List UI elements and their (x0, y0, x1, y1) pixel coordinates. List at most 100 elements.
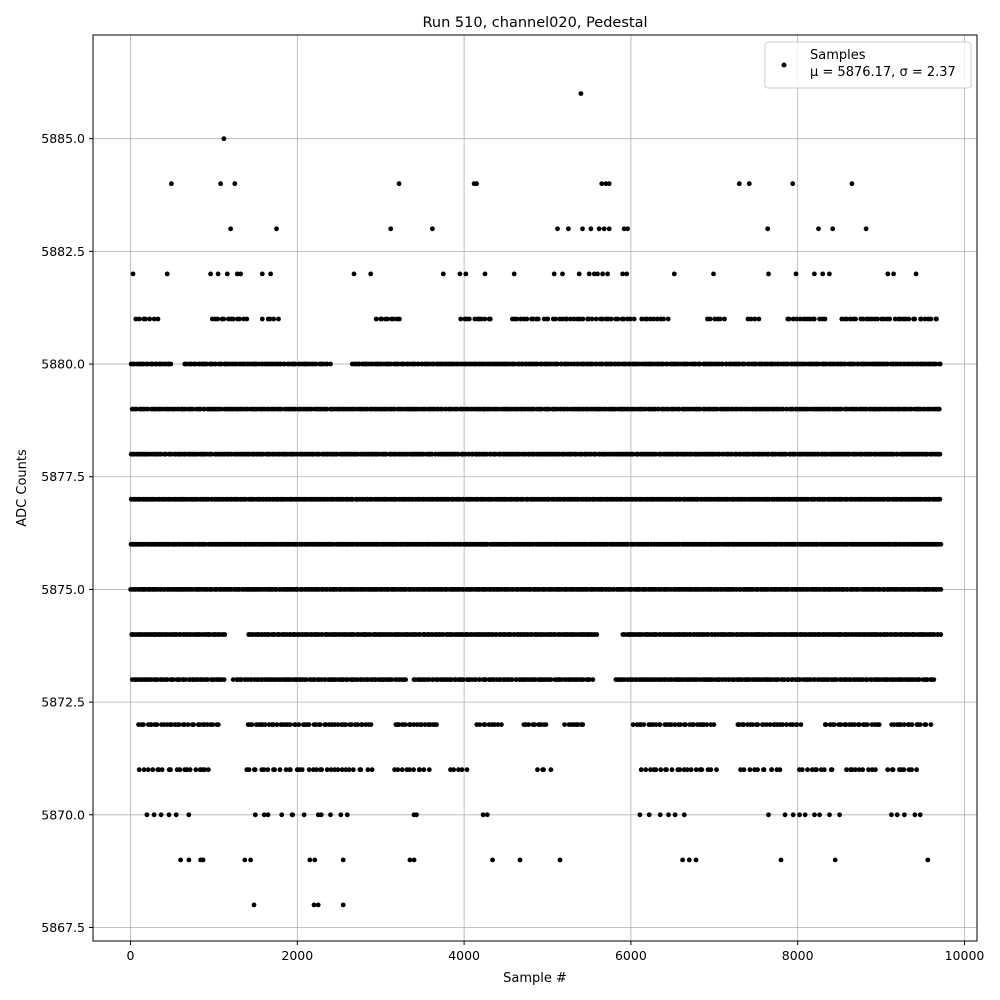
data-point (784, 722, 789, 727)
data-point (402, 722, 408, 727)
data-point (293, 361, 298, 367)
data-point (812, 271, 817, 277)
data-point (166, 812, 172, 818)
data-point (201, 406, 207, 412)
data-point (186, 812, 192, 818)
data-point (535, 767, 540, 773)
data-point (816, 226, 821, 232)
data-point (136, 316, 142, 322)
data-point (346, 767, 352, 773)
data-point (615, 316, 621, 322)
data-point (154, 722, 160, 727)
data-point (705, 632, 711, 637)
data-point (221, 136, 227, 142)
data-point (466, 316, 472, 322)
data-point (164, 271, 170, 277)
data-point (761, 767, 767, 773)
data-point (912, 812, 918, 818)
legend-series-stats: μ = 5876.17, σ = 2.37 (810, 65, 956, 80)
data-point (681, 812, 687, 818)
data-point (213, 361, 218, 367)
data-point (290, 812, 296, 818)
data-point (812, 812, 817, 818)
data-point (403, 677, 408, 682)
data-point (426, 677, 432, 682)
data-point (251, 902, 257, 908)
data-point (557, 857, 563, 863)
data-point (169, 722, 174, 727)
data-point (568, 316, 573, 322)
data-point (338, 812, 344, 818)
data-point (755, 767, 760, 773)
data-point (937, 361, 943, 367)
data-point (643, 767, 649, 773)
data-point (686, 857, 692, 863)
data-point (317, 722, 323, 727)
data-point (784, 406, 789, 412)
data-point (332, 767, 338, 773)
data-point (555, 361, 560, 367)
data-point (478, 316, 484, 322)
data-point (265, 767, 271, 773)
data-point (448, 677, 454, 682)
data-point (136, 767, 142, 773)
data-point (843, 722, 849, 727)
data-point (358, 767, 364, 773)
data-point (697, 406, 703, 412)
data-point (249, 722, 255, 727)
data-point (407, 857, 413, 863)
data-point (350, 767, 356, 773)
data-point (741, 767, 747, 773)
y-tick-label: 5872.5 (41, 695, 85, 710)
data-point (909, 722, 915, 727)
data-point (397, 316, 402, 322)
data-point (464, 767, 470, 773)
data-point (385, 316, 390, 322)
data-point (566, 226, 571, 232)
data-point (767, 722, 773, 727)
data-point (802, 812, 808, 818)
data-point (676, 406, 682, 412)
data-point (782, 677, 787, 682)
data-point (605, 271, 610, 277)
data-point (159, 767, 165, 773)
data-point (812, 677, 817, 682)
data-point (560, 271, 565, 277)
data-point (580, 316, 586, 322)
data-point (246, 767, 252, 773)
data-point (752, 316, 758, 322)
data-point (823, 722, 829, 727)
data-point (518, 316, 524, 322)
data-point (625, 226, 630, 232)
data-point (600, 271, 605, 277)
data-point (885, 271, 891, 277)
data-point (844, 316, 849, 322)
data-point (937, 496, 943, 502)
data-point (268, 271, 273, 277)
data-point (844, 767, 849, 773)
data-point (936, 406, 942, 412)
data-point (756, 316, 762, 322)
data-point (876, 722, 882, 727)
data-point (834, 677, 839, 682)
data-point (177, 767, 183, 773)
data-point (324, 361, 330, 367)
data-point (720, 361, 725, 367)
data-point (722, 316, 727, 322)
data-point (311, 902, 317, 908)
data-point (661, 316, 666, 322)
data-point (262, 722, 268, 727)
plot-frame (92, 34, 978, 942)
data-point (778, 857, 784, 863)
data-point (917, 812, 923, 818)
data-point (307, 857, 313, 863)
data-point (411, 857, 417, 863)
y-tick-label: 5882.5 (41, 244, 85, 259)
data-point (790, 316, 796, 322)
data-point (459, 767, 465, 773)
x-axis-label: Sample # (503, 971, 567, 986)
chart-title: Run 510, channel020, Pedestal (422, 15, 647, 31)
data-point (746, 181, 752, 187)
data-point (154, 677, 160, 682)
data-point (218, 361, 224, 367)
